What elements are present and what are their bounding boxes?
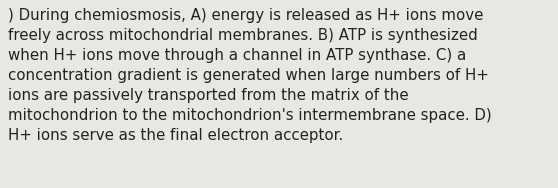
Text: ) During chemiosmosis, A) energy is released as H+ ions move
freely across mitoc: ) During chemiosmosis, A) energy is rele…: [8, 8, 492, 143]
